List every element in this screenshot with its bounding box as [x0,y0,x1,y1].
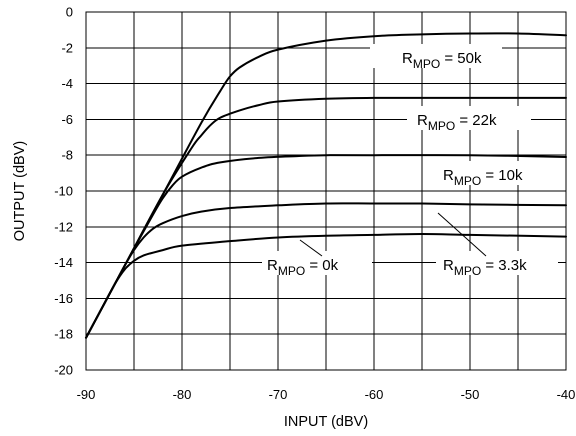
curve-label-value: = 0k [305,257,338,274]
curve-label-text: RMPO = 22k [417,112,497,133]
series-line [85,154,567,339]
plot-frame [85,11,567,371]
curve-label-base: R [267,257,278,274]
curve-label-subscript: MPO [454,264,481,278]
curve-label-background [370,44,502,68]
curve-label-base: R [443,167,454,184]
curve-label-subscript: MPO [428,119,455,133]
curve-label-background [436,251,558,275]
curve-label-subscript: MPO [278,264,305,278]
curve-label: RMPO = 10k [435,161,551,188]
curve-label: RMPO = 50k [370,44,502,71]
x-tick-label: -70 [269,387,288,402]
curve-label-text: RMPO = 50k [402,50,482,71]
curve-label-background [407,106,531,130]
curve-label-base: R [402,50,413,67]
y-tick-label: -14 [54,255,73,270]
x-axis-label: INPUT (dBV) [284,414,368,430]
y-tick-label: -10 [54,184,73,199]
y-axis-label: OUTPUT (dBV) [12,141,28,241]
y-tick-label: -12 [54,219,73,234]
curve-label-text: RMPO = 0k [267,257,339,278]
curve-label-base: R [443,257,454,274]
series-line [85,202,567,339]
curve-label-background [435,161,551,185]
series-line [85,233,567,339]
curve-label-text: RMPO = 3.3k [443,257,527,278]
series-curves [85,32,567,339]
curve-label-subscript: MPO [413,57,440,71]
curve-label-value: = 3.3k [481,257,527,274]
y-tick-label: -2 [61,40,73,55]
x-tick-label: -80 [173,387,192,402]
curve-label-value: = 50k [440,50,482,67]
y-tick-label: -18 [54,327,73,342]
curve-label: RMPO = 22k [407,106,531,133]
curve-label-subscript: MPO [454,174,481,188]
x-tick-labels: -90 -80 -70 -60 -50 -40 [77,387,576,402]
leader-line [299,239,323,257]
y-tick-label: -16 [54,291,73,306]
x-tick-label: -90 [77,387,96,402]
x-tick-label: -60 [365,387,384,402]
x-tick-label: -50 [461,387,480,402]
leader-line [437,212,487,257]
curve-label-background [262,251,372,275]
curve-label-base: R [417,112,428,129]
x-tick-label: -40 [557,387,576,402]
curve-label-text: RMPO = 10k [443,167,523,188]
y-tick-label: -8 [61,148,73,163]
y-tick-label: -20 [54,363,73,378]
curve-label-value: = 10k [481,167,523,184]
y-tick-labels: 0 -2 -4 -6 -8 -10 -12 -14 -16 -18 -20 [54,5,73,378]
curve-label: RMPO = 0k [262,239,372,278]
curve-label: RMPO = 3.3k [436,212,558,278]
y-tick-label: 0 [66,5,73,20]
series-line [85,96,567,339]
y-tick-label: -6 [61,112,73,127]
curve-label-value: = 22k [455,112,497,129]
y-tick-label: -4 [61,76,73,91]
